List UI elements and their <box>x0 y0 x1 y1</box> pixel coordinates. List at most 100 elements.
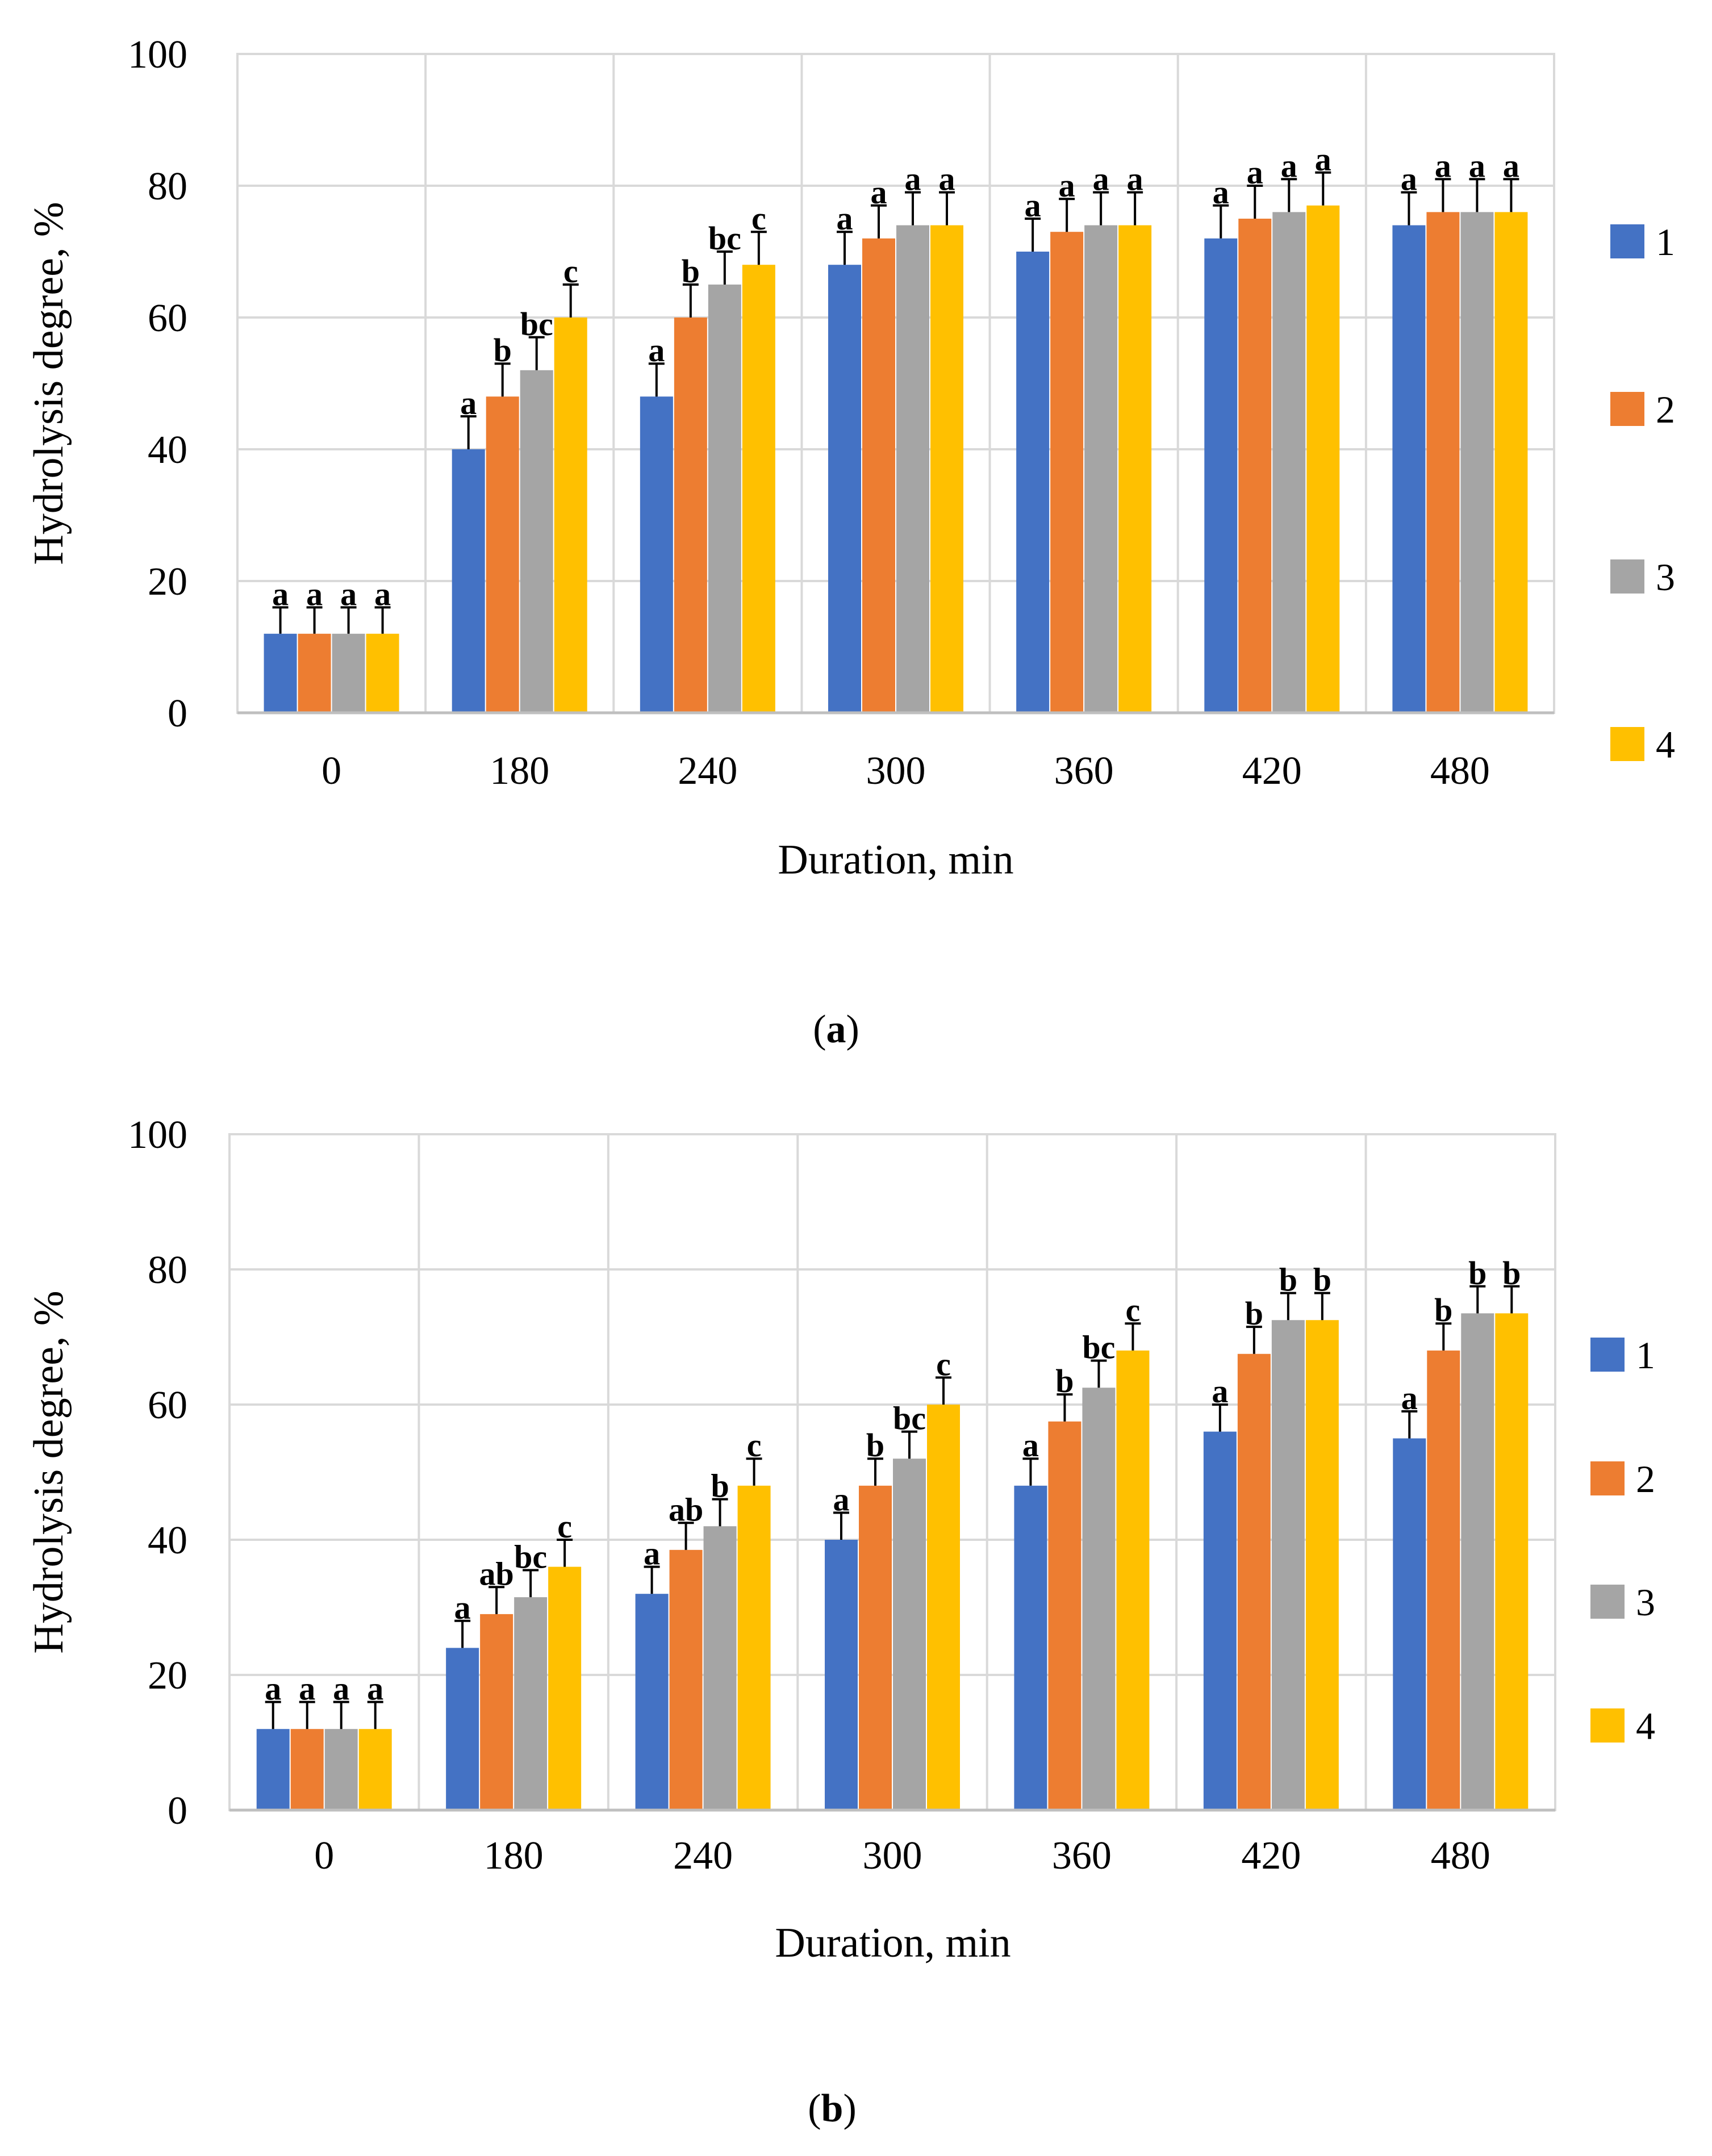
significance-label: a <box>1247 154 1263 191</box>
bar-series-1 <box>1392 225 1426 713</box>
legend-label-2: 2 <box>1636 1457 1655 1501</box>
x-tick-label: 480 <box>1431 1834 1490 1878</box>
significance-label: a <box>833 1481 850 1518</box>
bar-series-4 <box>930 225 963 713</box>
x-tick-label: 420 <box>1241 1834 1301 1878</box>
bar-series-1 <box>1393 1438 1426 1810</box>
bar-series-1 <box>264 633 297 713</box>
bar-series-3 <box>514 1597 548 1810</box>
caption-b: (b) <box>808 2087 857 2130</box>
plot-area-a <box>236 53 1555 714</box>
legend-swatch-3 <box>1610 559 1644 594</box>
x-tick-label: 240 <box>673 1834 733 1878</box>
bar-series-3 <box>893 1459 926 1810</box>
bar-series-1 <box>1204 238 1238 713</box>
bar-series-1 <box>452 449 485 713</box>
significance-label: a <box>454 1589 471 1626</box>
bar-series-3 <box>1082 1388 1116 1810</box>
bar-series-4 <box>358 1729 392 1810</box>
significance-label: bc <box>1082 1329 1115 1366</box>
bar-series-2 <box>674 317 707 713</box>
legend-swatch-1 <box>1590 1338 1625 1372</box>
significance-label: a <box>1281 147 1297 184</box>
y-tick-label: 100 <box>128 33 187 77</box>
significance-label: bc <box>520 306 553 342</box>
significance-label: a <box>1059 167 1075 204</box>
significance-label: a <box>306 575 323 612</box>
y-tick-label: 80 <box>148 165 187 208</box>
y-axis-label-b: Hydrolysis degree, % <box>26 1290 72 1653</box>
significance-label: a <box>1315 141 1331 178</box>
significance-label: a <box>1212 1373 1228 1410</box>
bar-series-4 <box>742 265 775 713</box>
bar-series-4 <box>1495 1313 1529 1810</box>
bar-series-2 <box>1048 1421 1082 1810</box>
y-tick-label: 60 <box>148 1384 187 1427</box>
x-tick-label: 180 <box>490 749 549 793</box>
significance-label: a <box>1093 161 1109 198</box>
significance-label: a <box>1469 147 1485 184</box>
bar-series-2 <box>1426 212 1460 713</box>
bar-series-2 <box>1237 1353 1271 1810</box>
caption-a: (a) <box>813 1008 859 1051</box>
bar-series-3 <box>1084 225 1118 713</box>
y-tick-label: 0 <box>168 1789 187 1833</box>
significance-label: b <box>1279 1261 1297 1298</box>
legend-swatch-4 <box>1590 1708 1625 1743</box>
bar-series-1 <box>1014 1485 1047 1810</box>
legend-label-1: 1 <box>1656 220 1675 264</box>
significance-label: a <box>1503 147 1519 184</box>
bar-series-2 <box>859 1485 892 1810</box>
bar-series-2 <box>669 1549 703 1810</box>
bar-series-4 <box>1118 225 1152 713</box>
bar-series-1 <box>825 1540 858 1810</box>
x-tick-label: 300 <box>863 1834 922 1878</box>
x-tick-label: 480 <box>1430 749 1490 793</box>
significance-label: ab <box>669 1491 703 1528</box>
bar-series-3 <box>708 285 741 713</box>
bar-series-1 <box>635 1594 669 1810</box>
significance-label: a <box>299 1670 315 1707</box>
legend-swatch-2 <box>1590 1461 1625 1495</box>
y-tick-label: 80 <box>148 1248 187 1292</box>
bar-series-1 <box>1016 252 1050 713</box>
y-axis-label-a: Hydrolysis degree, % <box>26 202 72 565</box>
caption-letter-a: a <box>826 1008 846 1051</box>
x-tick-label: 0 <box>314 1834 334 1878</box>
legend-label-3: 3 <box>1656 555 1675 599</box>
x-tick-label: 240 <box>678 749 737 793</box>
x-tick-label: 360 <box>1054 749 1114 793</box>
y-tick-label: 100 <box>128 1113 187 1157</box>
bar-series-3 <box>520 370 553 713</box>
significance-label: a <box>648 332 665 369</box>
bar-series-2 <box>1238 219 1272 713</box>
significance-label: a <box>272 575 289 612</box>
significance-label: c <box>563 253 578 290</box>
legend-label-2: 2 <box>1656 388 1675 431</box>
bar-series-1 <box>828 265 861 713</box>
bar-series-2 <box>480 1614 513 1810</box>
bar-series-4 <box>366 633 399 713</box>
significance-label: a <box>837 200 853 237</box>
y-tick-label: 0 <box>168 692 187 736</box>
y-tick-label: 40 <box>148 428 187 472</box>
bar-series-2 <box>1427 1350 1460 1810</box>
bar-series-2 <box>486 396 519 713</box>
significance-label: b <box>1313 1261 1331 1298</box>
legend-swatch-4 <box>1610 727 1644 761</box>
significance-label: a <box>1401 1380 1418 1417</box>
significance-label: b <box>494 332 512 369</box>
legend-a: 1 2 3 4 <box>1610 220 1675 766</box>
y-tick-label: 20 <box>148 1654 187 1698</box>
bar-series-3 <box>1271 1320 1305 1810</box>
legend-label-4: 4 <box>1636 1704 1655 1748</box>
significance-label: a <box>1022 1427 1039 1464</box>
x-tick-label: 420 <box>1242 749 1302 793</box>
significance-label: c <box>751 200 766 237</box>
y-tick-label: 60 <box>148 296 187 340</box>
significance-label: bc <box>708 220 741 257</box>
bar-series-2 <box>1050 232 1084 713</box>
significance-label: a <box>1025 187 1041 224</box>
significance-label: b <box>1502 1255 1521 1292</box>
